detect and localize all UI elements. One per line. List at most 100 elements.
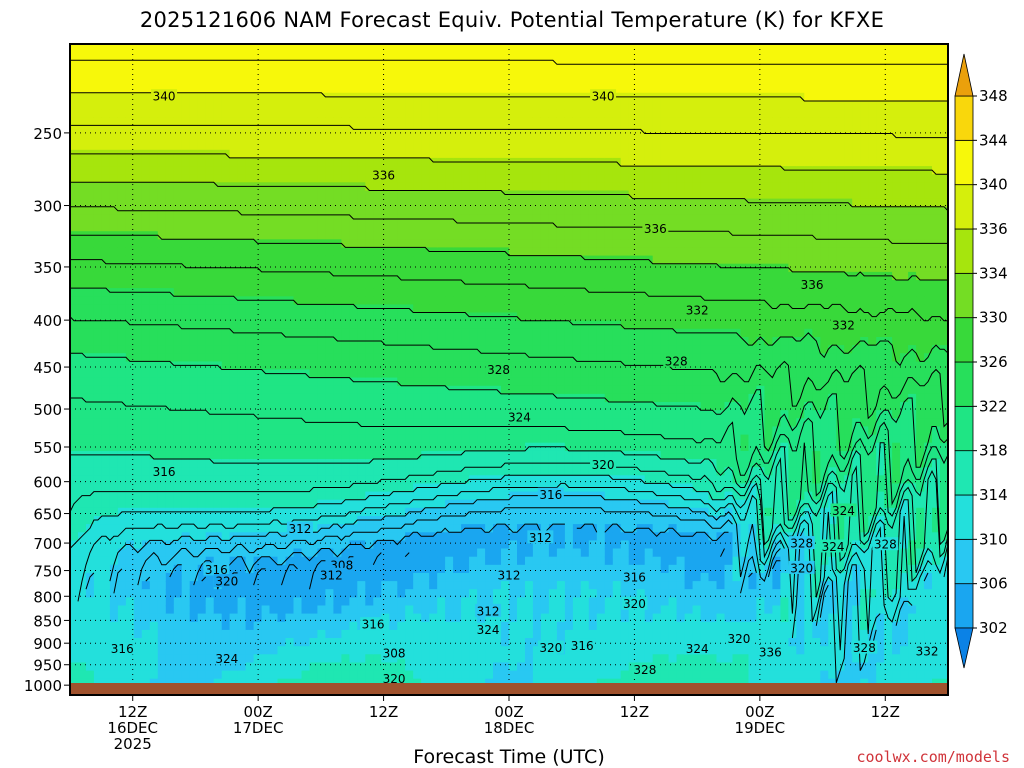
field-cell — [493, 223, 502, 232]
field-cell — [341, 629, 350, 639]
field-cell — [357, 418, 366, 427]
field-cell — [421, 288, 430, 297]
field-cell — [381, 337, 390, 346]
field-cell — [125, 157, 135, 167]
field-cell — [245, 581, 255, 590]
field-cell — [70, 263, 79, 273]
field-cell — [437, 263, 446, 273]
field-cell — [165, 60, 175, 69]
field-cell — [109, 190, 119, 200]
field-cell — [389, 581, 398, 590]
field-cell — [86, 109, 95, 118]
field-cell — [301, 337, 311, 346]
field-cell — [301, 133, 311, 143]
field-cell — [70, 459, 79, 468]
field-cell — [86, 426, 95, 436]
field-cell — [109, 524, 119, 533]
field-cell — [469, 491, 478, 501]
field-cell — [349, 369, 358, 379]
field-cell — [556, 621, 566, 631]
field-cell — [317, 377, 326, 387]
field-cell — [261, 524, 271, 533]
field-cell — [501, 613, 510, 623]
field-cell — [165, 361, 175, 371]
field-cell — [357, 44, 366, 53]
field-cell — [197, 589, 207, 598]
field-cell — [285, 467, 295, 476]
field-cell — [293, 125, 303, 135]
field-cell — [341, 255, 350, 265]
field-cell — [493, 182, 502, 191]
field-cell — [253, 101, 263, 110]
field-cell — [493, 556, 502, 566]
field-cell — [261, 263, 271, 273]
field-cell — [373, 255, 382, 265]
field-cell — [325, 141, 334, 151]
field-cell — [197, 109, 207, 118]
field-cell — [413, 540, 422, 550]
field-cell — [556, 564, 566, 574]
field-cell — [141, 157, 151, 167]
field-cell — [165, 393, 175, 403]
field-cell — [429, 393, 438, 403]
field-cell — [245, 320, 255, 330]
field-cell — [301, 263, 311, 273]
field-cell — [245, 84, 255, 94]
field-cell — [237, 133, 247, 143]
field-cell — [181, 117, 191, 126]
field-cell — [556, 337, 566, 346]
field-cell — [525, 385, 534, 395]
field-cell — [477, 190, 486, 200]
field-cell — [365, 76, 374, 86]
field-cell — [389, 442, 398, 452]
field-cell — [221, 646, 231, 655]
field-cell — [221, 638, 231, 647]
field-cell — [165, 597, 175, 607]
field-cell — [197, 442, 207, 452]
field-cell — [421, 402, 430, 411]
field-cell — [349, 548, 358, 558]
field-cell — [141, 247, 151, 257]
field-cell — [285, 638, 295, 647]
field-cell — [405, 662, 414, 672]
field-cell — [78, 670, 87, 680]
field-cell — [325, 402, 334, 411]
field-cell — [365, 385, 374, 395]
field-cell — [117, 369, 127, 379]
field-cell — [181, 377, 191, 387]
field-cell — [365, 263, 374, 273]
field-cell — [261, 353, 271, 362]
field-cell — [365, 605, 374, 615]
field-cell — [556, 434, 566, 444]
field-cell — [501, 434, 510, 444]
field-cell — [517, 670, 526, 680]
field-cell — [109, 605, 119, 615]
field-cell — [261, 271, 271, 281]
field-cell — [205, 255, 215, 265]
field-cell — [548, 556, 558, 566]
field-cell — [477, 459, 486, 468]
field-cell — [556, 320, 566, 330]
field-cell — [229, 353, 239, 362]
field-cell — [365, 638, 374, 647]
field-cell — [277, 426, 287, 436]
field-cell — [469, 166, 478, 175]
field-cell — [277, 581, 287, 590]
field-cell — [453, 117, 462, 126]
field-cell — [261, 109, 271, 118]
field-cell — [485, 556, 494, 566]
field-cell — [125, 101, 135, 110]
field-cell — [453, 402, 462, 411]
field-cell — [78, 516, 87, 525]
field-cell — [373, 68, 382, 78]
field-cell — [149, 426, 159, 436]
field-cell — [197, 532, 207, 541]
field-cell — [469, 621, 478, 631]
field-cell — [221, 157, 231, 167]
field-cell — [237, 377, 247, 387]
field-cell — [277, 516, 287, 525]
field-cell — [317, 410, 326, 419]
field-cell — [261, 84, 271, 94]
field-cell — [413, 206, 422, 216]
field-cell — [389, 149, 398, 159]
